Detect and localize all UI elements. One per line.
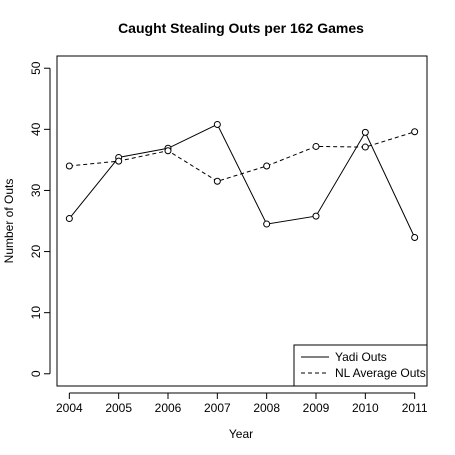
x-tick-label: 2006 [155,401,182,415]
data-point-nl-average [312,142,320,150]
x-tick-label: 2011 [402,401,428,415]
series-line-nl-average [69,131,415,182]
legend-label-nl-average: NL Average Outs [335,366,426,380]
data-point-nl-average [65,162,73,170]
data-point-yadi [361,128,369,136]
data-point-yadi [312,212,320,220]
x-tick-label: 2005 [105,401,132,415]
plot-area-frame [56,55,428,387]
y-tick-label: 50 [29,61,43,75]
x-tick-label: 2010 [352,401,379,415]
legend-label-yadi: Yadi Outs [335,350,387,364]
series-layer [65,120,419,241]
data-point-nl-average [263,162,271,170]
y-tick-label: 40 [29,122,43,136]
y-axis-label: Number of Outs [2,179,16,264]
x-axis: 2004 2005 2006 2007 2008 2009 2010 2011 [56,392,428,415]
x-axis-label: Year [229,427,253,441]
legend-box [293,344,428,387]
data-point-yadi [263,220,271,228]
y-tick-label: 30 [29,183,43,197]
x-tick-label: 2004 [56,401,83,415]
data-point-nl-average [213,177,221,185]
series-line-yadi [68,123,416,238]
data-point-nl-average [164,147,172,155]
y-tick-label: 10 [29,306,43,320]
y-axis: 0 10 20 30 40 50 [29,61,51,377]
y-tick-label: 20 [29,245,43,259]
data-point-nl-average [115,157,123,165]
x-tick-label: 2008 [253,401,280,415]
data-point-nl-average [411,128,419,136]
data-point-nl-average [361,143,369,151]
chart-title: Caught Stealing Outs per 162 Games [118,20,364,36]
data-point-yadi [65,215,73,223]
x-tick-label: 2007 [204,401,231,415]
data-point-yadi [411,234,419,241]
y-tick-label: 0 [29,370,43,377]
data-point-yadi [213,120,221,128]
legend: Yadi Outs NL Average Outs [293,344,428,387]
x-tick-label: 2009 [303,401,330,415]
